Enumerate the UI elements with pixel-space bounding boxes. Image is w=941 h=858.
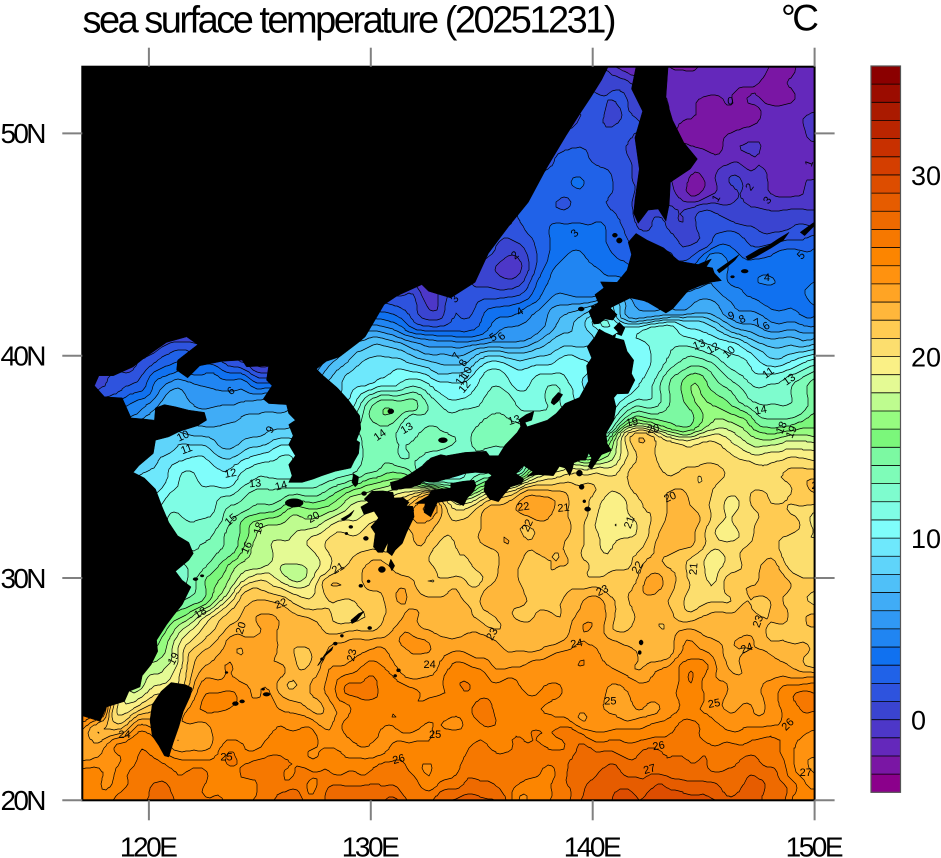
svg-text:20: 20 — [662, 489, 678, 505]
svg-text:1: 1 — [803, 159, 816, 169]
svg-text:11: 11 — [760, 365, 776, 381]
svg-text:30: 30 — [911, 161, 941, 191]
svg-text:10: 10 — [459, 365, 476, 382]
svg-text:22: 22 — [273, 596, 289, 611]
svg-text:130E: 130E — [342, 832, 400, 858]
svg-text:7: 7 — [450, 351, 463, 362]
svg-text:40N: 40N — [1, 341, 47, 372]
svg-text:27: 27 — [642, 762, 657, 777]
svg-text:22: 22 — [520, 518, 536, 534]
svg-text:13: 13 — [781, 372, 798, 389]
svg-text:140E: 140E — [564, 832, 622, 858]
svg-text:8: 8 — [737, 313, 748, 326]
svg-text:4: 4 — [515, 305, 526, 318]
svg-text:30N: 30N — [1, 563, 47, 594]
svg-text:22: 22 — [517, 500, 531, 514]
svg-text:13: 13 — [249, 477, 262, 490]
svg-text:9: 9 — [727, 309, 737, 322]
svg-text:19: 19 — [625, 416, 639, 430]
svg-text:12: 12 — [223, 467, 237, 481]
svg-text:21: 21 — [557, 502, 570, 515]
svg-text:26: 26 — [652, 739, 666, 753]
svg-text:50N: 50N — [1, 118, 47, 149]
svg-text:27: 27 — [800, 767, 812, 779]
svg-text:24: 24 — [739, 641, 755, 656]
svg-text:23: 23 — [594, 583, 610, 599]
svg-text:20: 20 — [305, 509, 322, 526]
svg-text:12: 12 — [705, 340, 722, 357]
svg-text:20N: 20N — [1, 785, 47, 816]
svg-text:21: 21 — [622, 515, 637, 531]
svg-text:5: 5 — [487, 331, 499, 344]
svg-text:11: 11 — [179, 442, 194, 457]
svg-text:24: 24 — [570, 637, 584, 651]
svg-text:23: 23 — [345, 648, 359, 662]
svg-text:23: 23 — [751, 614, 766, 630]
svg-text:20: 20 — [911, 343, 941, 373]
svg-text:25: 25 — [429, 729, 441, 741]
svg-text:9: 9 — [264, 424, 277, 435]
svg-text:7: 7 — [752, 316, 763, 329]
svg-text:120E: 120E — [120, 832, 178, 858]
svg-text:19: 19 — [166, 651, 182, 667]
svg-text:18: 18 — [192, 605, 209, 622]
svg-text:13: 13 — [399, 420, 416, 437]
svg-text:1: 1 — [710, 193, 723, 204]
svg-text:10: 10 — [175, 428, 191, 444]
svg-text:22: 22 — [630, 559, 647, 576]
svg-text:14: 14 — [754, 404, 768, 418]
svg-text:sea surface temperature (20251: sea surface temperature (20251231) — [83, 0, 617, 41]
svg-text:18: 18 — [252, 521, 267, 536]
svg-text:150E: 150E — [786, 832, 844, 858]
svg-text:13: 13 — [691, 337, 707, 352]
svg-text:°C: °C — [781, 0, 819, 38]
svg-text:4: 4 — [764, 272, 770, 284]
svg-text:24: 24 — [118, 729, 130, 741]
svg-text:19: 19 — [784, 424, 800, 440]
svg-text:10: 10 — [911, 524, 941, 554]
svg-text:23: 23 — [484, 626, 501, 643]
svg-text:8: 8 — [457, 357, 470, 368]
svg-text:2: 2 — [743, 181, 756, 193]
svg-text:0: 0 — [911, 706, 926, 736]
svg-text:20: 20 — [234, 620, 249, 635]
svg-text:14: 14 — [274, 479, 289, 494]
svg-text:26: 26 — [391, 752, 406, 767]
svg-text:3: 3 — [761, 195, 774, 207]
svg-text:11: 11 — [453, 371, 469, 387]
svg-text:2: 2 — [812, 480, 818, 492]
svg-text:20: 20 — [646, 422, 660, 436]
svg-text:25: 25 — [220, 751, 232, 763]
svg-text:21: 21 — [688, 562, 701, 575]
svg-text:14: 14 — [372, 427, 389, 444]
svg-text:21: 21 — [330, 560, 347, 577]
svg-text:13: 13 — [507, 413, 522, 428]
svg-text:25: 25 — [707, 697, 721, 711]
svg-text:18: 18 — [774, 420, 790, 436]
svg-text:24: 24 — [423, 659, 435, 671]
svg-text:25: 25 — [604, 696, 616, 708]
svg-text:6: 6 — [761, 320, 772, 333]
svg-text:16: 16 — [239, 540, 255, 556]
svg-text:0: 0 — [727, 96, 733, 108]
